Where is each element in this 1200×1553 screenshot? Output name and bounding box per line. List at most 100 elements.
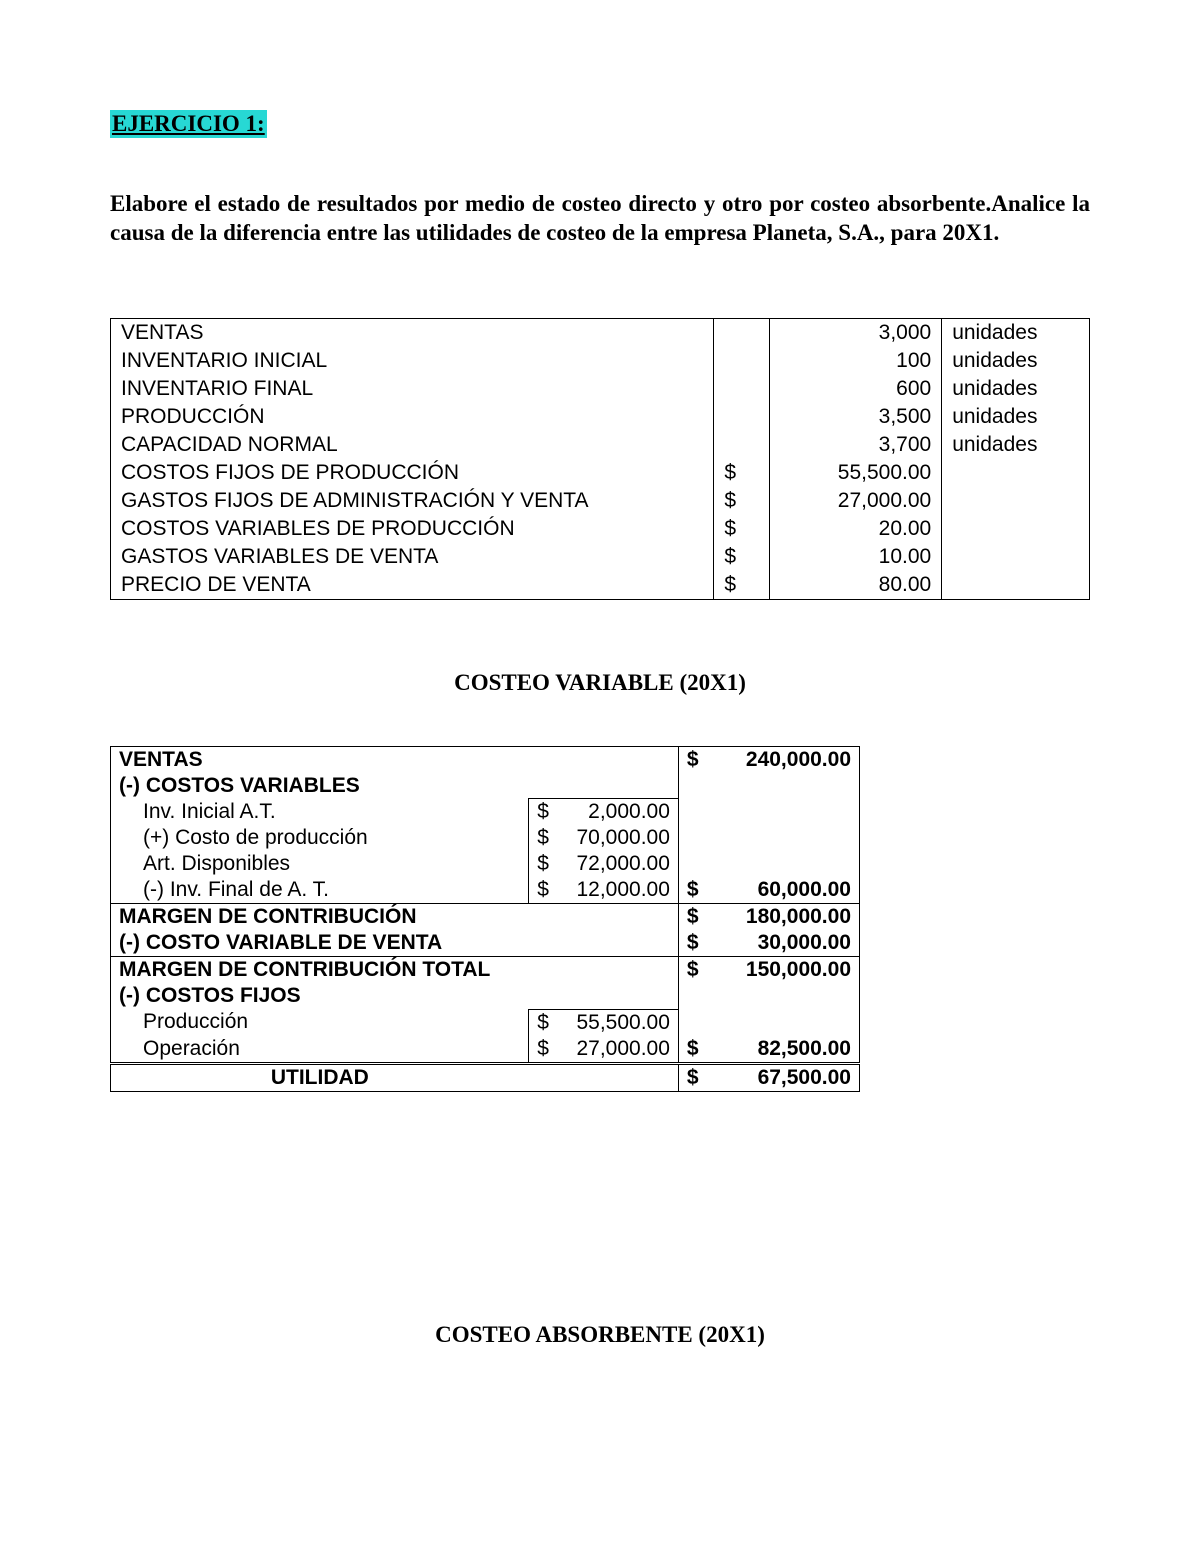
row-value: 3,000 xyxy=(769,318,941,347)
row-currency-2: $ xyxy=(678,930,707,957)
table-row: COSTOS VARIABLES DE PRODUCCIÓN$20.00 xyxy=(111,515,1090,543)
row-value-1: 2,000.00 xyxy=(558,799,678,826)
row-currency-2 xyxy=(678,851,707,877)
row-currency xyxy=(714,318,769,347)
row-value-2 xyxy=(708,983,860,1009)
row-currency-1: $ xyxy=(529,1009,558,1036)
page: EJERCICIO 1: Elabore el estado de result… xyxy=(0,0,1200,1553)
table-row: VENTAS$240,000.00 xyxy=(111,746,860,773)
row-value-1: 12,000.00 xyxy=(558,877,678,904)
table-row: Art. Disponibles$72,000.00 xyxy=(111,851,860,877)
instructions-paragraph: Elabore el estado de resultados por medi… xyxy=(110,190,1090,248)
row-currency-1 xyxy=(529,773,558,799)
row-value-1: 70,000.00 xyxy=(558,825,678,851)
table-row: (-) COSTOS VARIABLES xyxy=(111,773,860,799)
row-value: 600 xyxy=(769,375,941,403)
row-label: PRODUCCIÓN xyxy=(111,403,714,431)
row-value-2: 67,500.00 xyxy=(708,1063,860,1091)
row-label: INVENTARIO INICIAL xyxy=(111,347,714,375)
table-row: (-) Inv. Final de A. T.$12,000.00$60,000… xyxy=(111,877,860,904)
row-value: 10.00 xyxy=(769,543,941,571)
row-unit: unidades xyxy=(942,318,1090,347)
row-value: 80.00 xyxy=(769,571,941,600)
row-currency-1 xyxy=(529,1063,558,1091)
table-row: Producción$55,500.00 xyxy=(111,1009,860,1036)
row-value-2 xyxy=(708,799,860,826)
row-value-2: 82,500.00 xyxy=(708,1036,860,1064)
row-label: CAPACIDAD NORMAL xyxy=(111,431,714,459)
row-value: 100 xyxy=(769,347,941,375)
row-currency-2: $ xyxy=(678,904,707,931)
table-row: INVENTARIO INICIAL 100unidades xyxy=(111,347,1090,375)
table-row: CAPACIDAD NORMAL3,700unidades xyxy=(111,431,1090,459)
row-currency-1 xyxy=(529,746,558,773)
table-row: GASTOS FIJOS DE ADMINISTRACIÓN Y VENTA$2… xyxy=(111,487,1090,515)
row-currency-2 xyxy=(678,983,707,1009)
table-row: MARGEN DE CONTRIBUCIÓN$180,000.00 xyxy=(111,904,860,931)
row-label: PRECIO DE VENTA xyxy=(111,571,714,600)
row-value: 27,000.00 xyxy=(769,487,941,515)
row-currency-1: $ xyxy=(529,825,558,851)
row-currency: $ xyxy=(714,487,769,515)
row-label: (-) Inv. Final de A. T. xyxy=(111,877,529,904)
row-currency-1: $ xyxy=(529,877,558,904)
row-label: INVENTARIO FINAL xyxy=(111,375,714,403)
row-currency-2 xyxy=(678,825,707,851)
costeo-variable-heading: COSTEO VARIABLE (20X1) xyxy=(110,670,1090,696)
row-unit xyxy=(942,543,1090,571)
row-value-2 xyxy=(708,1009,860,1036)
row-label: COSTOS FIJOS DE PRODUCCIÓN xyxy=(111,459,714,487)
row-currency-2 xyxy=(678,773,707,799)
row-currency: $ xyxy=(714,543,769,571)
table-row: (-) COSTOS FIJOS xyxy=(111,983,860,1009)
row-label: GASTOS FIJOS DE ADMINISTRACIÓN Y VENTA xyxy=(111,487,714,515)
row-unit: unidades xyxy=(942,431,1090,459)
row-currency: $ xyxy=(714,571,769,600)
row-label: Producción xyxy=(111,1009,529,1036)
row-value: 3,500 xyxy=(769,403,941,431)
row-label: Operación xyxy=(111,1036,529,1064)
row-currency xyxy=(714,431,769,459)
table-row: MARGEN DE CONTRIBUCIÓN TOTAL$150,000.00 xyxy=(111,957,860,984)
row-label: (-) COSTOS VARIABLES xyxy=(111,773,529,799)
row-currency-2: $ xyxy=(678,957,707,984)
table-row: (-) COSTO VARIABLE DE VENTA$30,000.00 xyxy=(111,930,860,957)
exercise-title: EJERCICIO 1: xyxy=(110,110,267,138)
row-currency-2: $ xyxy=(678,746,707,773)
row-unit: unidades xyxy=(942,403,1090,431)
row-value-1 xyxy=(558,1063,678,1091)
row-unit xyxy=(942,459,1090,487)
row-currency xyxy=(714,347,769,375)
row-value-2: 60,000.00 xyxy=(708,877,860,904)
row-currency-2: $ xyxy=(678,1036,707,1064)
row-value-1: 72,000.00 xyxy=(558,851,678,877)
row-value-2: 240,000.00 xyxy=(708,746,860,773)
table-row: Inv. Inicial A.T.$2,000.00 xyxy=(111,799,860,826)
row-currency: $ xyxy=(714,459,769,487)
row-currency-1 xyxy=(529,957,558,984)
row-label: COSTOS VARIABLES DE PRODUCCIÓN xyxy=(111,515,714,543)
table-row: COSTOS FIJOS DE PRODUCCIÓN$55,500.00 xyxy=(111,459,1090,487)
row-currency xyxy=(714,375,769,403)
row-currency-2: $ xyxy=(678,877,707,904)
row-value-1: 55,500.00 xyxy=(558,1009,678,1036)
row-value-1: 27,000.00 xyxy=(558,1036,678,1064)
row-unit: unidades xyxy=(942,347,1090,375)
row-currency-1 xyxy=(529,930,558,957)
row-label: (-) COSTOS FIJOS xyxy=(111,983,529,1009)
row-currency-1: $ xyxy=(529,799,558,826)
row-unit xyxy=(942,571,1090,600)
row-value-1 xyxy=(558,773,678,799)
row-label: UTILIDAD xyxy=(111,1063,529,1091)
table-row: GASTOS VARIABLES DE VENTA$10.00 xyxy=(111,543,1090,571)
row-value-2: 180,000.00 xyxy=(708,904,860,931)
row-currency-1 xyxy=(529,904,558,931)
row-currency-1: $ xyxy=(529,851,558,877)
row-currency-1: $ xyxy=(529,1036,558,1064)
row-value: 20.00 xyxy=(769,515,941,543)
row-currency-1 xyxy=(529,983,558,1009)
row-label: Art. Disponibles xyxy=(111,851,529,877)
table-row: PRECIO DE VENTA$80.00 xyxy=(111,571,1090,600)
row-value-2: 150,000.00 xyxy=(708,957,860,984)
row-label: VENTAS xyxy=(111,318,714,347)
